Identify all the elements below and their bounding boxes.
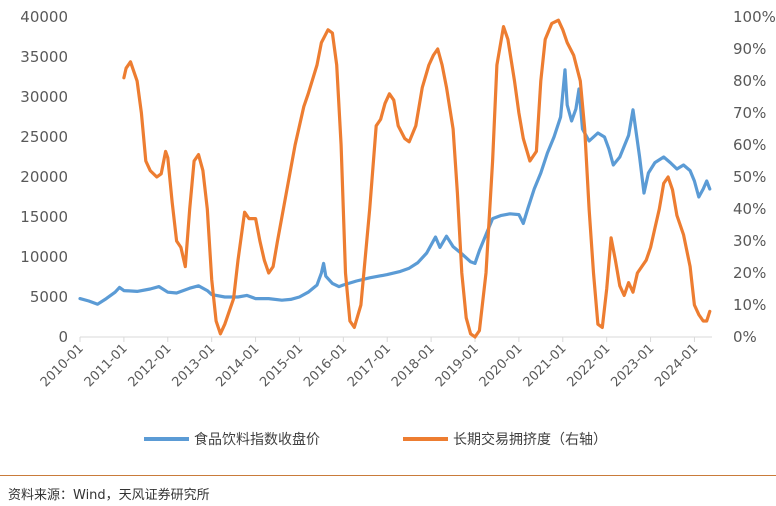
x-tick-label: 2012-01 <box>126 341 175 390</box>
left-tick-label: 5000 <box>30 288 68 306</box>
right-tick-label: 70% <box>733 104 766 122</box>
legend-label-crowding: 长期交易拥挤度（右轴） <box>453 431 607 448</box>
right-tick-label: 40% <box>733 200 766 218</box>
right-tick-label: 60% <box>733 136 766 154</box>
left-tick-label: 25000 <box>20 128 68 146</box>
line-chart: 0 5000 10000 15000 20000 25000 30000 35000 40000… <box>20 8 776 448</box>
series-line-crowding <box>122 18 712 339</box>
right-tick-label: 50% <box>733 168 766 186</box>
x-tick-label: 2010-01 <box>38 341 87 390</box>
footer-divider <box>0 475 776 476</box>
x-tick-label: 2023-01 <box>608 341 657 390</box>
right-tick-label: 30% <box>733 232 766 250</box>
right-axis-ticks: 0% 10% 20% 30% 40% 50% 60% 70% 80% 90% 100% <box>733 8 776 346</box>
x-tick-label: 2022-01 <box>564 341 613 390</box>
right-tick-label: 0% <box>733 328 757 346</box>
right-tick-label: 100% <box>733 8 776 26</box>
x-tick-label: 2018-01 <box>389 341 438 390</box>
x-tick-label: 2021-01 <box>521 341 570 390</box>
x-tick-label: 2013-01 <box>169 341 218 390</box>
right-tick-label: 20% <box>733 264 766 282</box>
series-layer <box>78 18 712 339</box>
legend-label-index: 食品饮料指数收盘价 <box>194 431 320 448</box>
x-tick-label: 2020-01 <box>477 341 526 390</box>
x-tick-label: 2024-01 <box>652 341 701 390</box>
left-tick-label: 10000 <box>20 248 68 266</box>
x-tick-label: 2019-01 <box>433 341 482 390</box>
x-tick-label: 2016-01 <box>301 341 350 390</box>
left-tick-label: 35000 <box>20 48 68 66</box>
right-tick-label: 80% <box>733 72 766 90</box>
x-tick-label: 2011-01 <box>82 341 131 390</box>
x-tick-label: 2015-01 <box>257 341 306 390</box>
x-axis-ticks: 2010-012011-012012-012013-012014-012015-… <box>38 337 701 390</box>
left-axis-ticks: 0 5000 10000 15000 20000 25000 30000 35000 40000 <box>20 8 68 346</box>
left-tick-label: 0 <box>58 328 68 346</box>
left-tick-label: 30000 <box>20 88 68 106</box>
legend: 食品饮料指数收盘价 长期交易拥挤度（右轴） <box>144 431 607 448</box>
left-tick-label: 20000 <box>20 168 68 186</box>
left-tick-label: 40000 <box>20 8 68 26</box>
series-line-index-close <box>78 68 712 306</box>
x-tick-label: 2014-01 <box>213 341 262 390</box>
left-tick-label: 15000 <box>20 208 68 226</box>
right-tick-label: 90% <box>733 40 766 58</box>
source-note: 资料来源：Wind，天风证券研究所 <box>8 488 210 503</box>
right-tick-label: 10% <box>733 296 766 314</box>
x-tick-label: 2017-01 <box>345 341 394 390</box>
